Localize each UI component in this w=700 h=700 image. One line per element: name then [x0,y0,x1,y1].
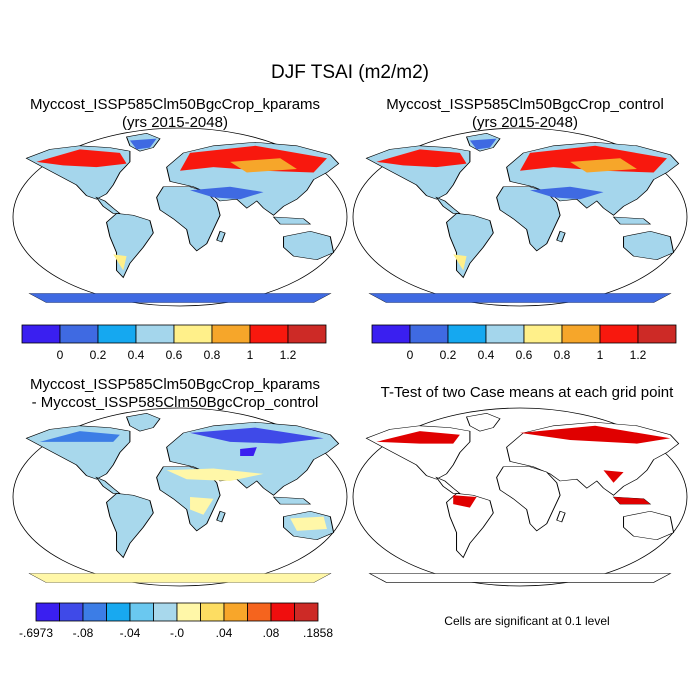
colorbar-tick-label: 0 [57,348,64,362]
colorbar-tick-label: .04 [216,626,233,640]
colorbar-swatch [485,324,525,344]
colorbar-swatch [129,602,154,622]
map-panel-control [353,128,687,306]
colorbar-tick-label: .08 [263,626,280,640]
colorbar-swatch [223,602,248,622]
colorbar-swatch [447,324,487,344]
colorbar-swatch [135,324,175,344]
colorbar-tick-label: 0.4 [128,348,145,362]
colorbar-swatch [153,602,178,622]
colorbar-swatch [82,602,107,622]
colorbar-absolute-kparams: 0 0.2 0.4 0.6 0.8 1 1.2 [21,324,327,362]
colorbar-tick-label: -.6973 [19,626,53,640]
colorbar-tick-label: 1.2 [630,348,647,362]
panel-kparams-title-line1: Myccost_ISSP585Clm50BgcCrop_kparams [29,96,321,113]
colorbar-swatch [247,602,272,622]
colorbar-tick-label: -.0 [170,626,184,640]
colorbar-swatch [59,602,84,622]
colorbar-absolute-control: 0 0.2 0.4 0.6 0.8 1 1.2 [371,324,677,362]
colorbar-tick-label: 0 [407,348,414,362]
colorbar-tick-label: 1 [597,348,604,362]
panel-difference-title-line1: Myccost_ISSP585Clm50BgcCrop_kparams [29,376,321,393]
colorbar-swatch [97,324,137,344]
panel-ttest-title: T-Test of two Case means at each grid po… [380,384,674,401]
colorbar-swatch [106,602,131,622]
colorbar-difference: -.6973 -.08 -.04 -.0 .04 .08 .1858 [19,602,333,640]
panel-difference-title-line2: - Myccost_ISSP585Clm50BgcCrop_control [31,394,319,411]
colorbar-tick-label: 1 [247,348,254,362]
map-panel-ttest [353,408,687,586]
figure-title: DJF TSAI (m2/m2) [271,62,429,83]
panel-kparams-title: Myccost_ISSP585Clm50BgcCrop_kparams (yrs… [0,96,350,132]
colorbar-tick-label: 0.6 [166,348,183,362]
colorbar-swatch [371,324,411,344]
colorbar-swatch [561,324,601,344]
colorbar-tick-label: 0.8 [204,348,221,362]
colorbar-swatch [409,324,449,344]
panel-control-title-line1: Myccost_ISSP585Clm50BgcCrop_control [386,96,664,113]
panel-control-title: Myccost_ISSP585Clm50BgcCrop_control (yrs… [350,96,700,132]
colorbar-swatch [200,602,225,622]
colorbar-tick-label: -.04 [120,626,141,640]
colorbar-swatch [211,324,251,344]
colorbar-tick-label: -.08 [73,626,94,640]
colorbar-swatch [637,324,677,344]
colorbar-swatch [21,324,61,344]
significance-note: Cells are significant at 0.1 level [444,614,610,628]
map-panel-difference [13,408,347,586]
colorbar-tick-label: 0.8 [554,348,571,362]
colorbar-tick-label: .1858 [303,626,333,640]
colorbar-swatch [287,324,327,344]
panel-kparams-title-line2: (yrs 2015-2048) [122,114,228,131]
colorbar-tick-label: 0.4 [478,348,495,362]
colorbar-swatch [173,324,213,344]
colorbar-swatch [35,602,60,622]
colorbar-swatch [294,602,319,622]
colorbar-swatch [599,324,639,344]
colorbar-swatch [59,324,99,344]
panel-difference-title: Myccost_ISSP585Clm50BgcCrop_kparams - My… [0,376,350,412]
colorbar-tick-label: 1.2 [280,348,297,362]
map-panel-kparams [13,128,347,306]
colorbar-swatch [270,602,295,622]
colorbar-tick-label: 0.2 [90,348,107,362]
colorbar-swatch [523,324,563,344]
colorbar-tick-label: 0.6 [516,348,533,362]
colorbar-tick-label: 0.2 [440,348,457,362]
colorbar-swatch [176,602,201,622]
panel-control-title-line2: (yrs 2015-2048) [472,114,578,131]
colorbar-swatch [249,324,289,344]
